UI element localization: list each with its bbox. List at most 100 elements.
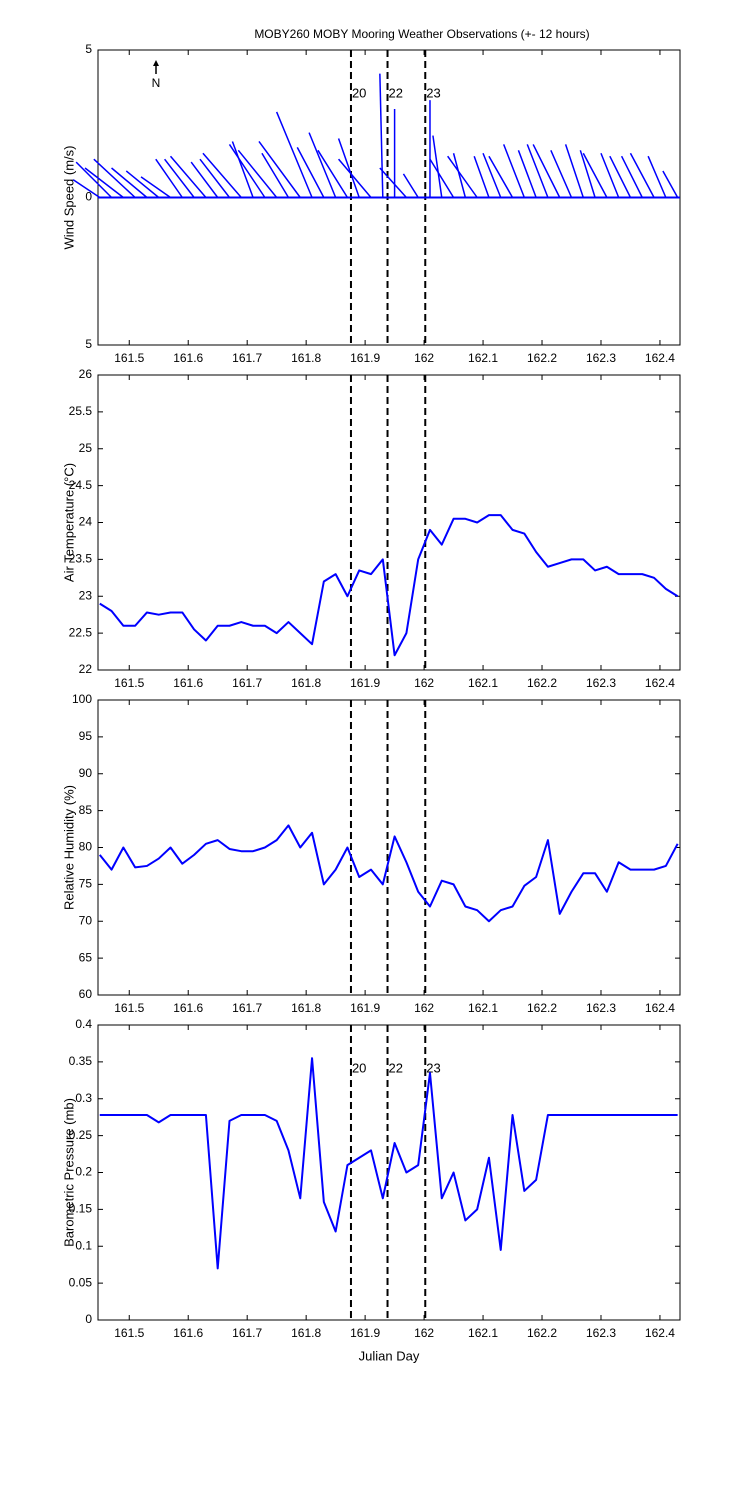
x-tick-label: 161.5: [114, 351, 144, 365]
x-tick-label: 161.6: [173, 1001, 203, 1015]
y-tick-label: 0: [85, 190, 92, 204]
wind-stick: [452, 153, 467, 198]
x-tick-label: 162.2: [527, 676, 557, 690]
y-tick-label: 0.05: [69, 1275, 93, 1289]
y-tick-label: 0.35: [69, 1054, 93, 1068]
north-label: N: [152, 76, 161, 90]
wind-stick: [582, 152, 608, 198]
wind-stick: [609, 155, 632, 198]
wind-stick: [228, 143, 266, 198]
x-axis-label: Julian Day: [359, 1348, 420, 1363]
y-tick-label: 25.5: [69, 404, 93, 418]
y-axis-label: Air Temperature (°C): [61, 463, 76, 582]
x-tick-label: 162.3: [586, 676, 616, 690]
wind-stick: [447, 155, 478, 198]
event-label: 20: [352, 1060, 366, 1075]
x-tick-label: 161.6: [173, 1326, 203, 1340]
data-line: [99, 1057, 678, 1270]
data-line: [99, 514, 679, 657]
x-tick-label: 162.3: [586, 351, 616, 365]
y-tick-label: 85: [79, 803, 93, 817]
y-tick-label: 75: [79, 877, 93, 891]
x-tick-label: 162.1: [468, 1326, 498, 1340]
x-tick-label: 162: [414, 351, 434, 365]
wind-stick: [125, 170, 160, 199]
y-tick-label: 5: [85, 337, 92, 351]
wind-stick: [402, 173, 419, 198]
x-tick-label: 162.2: [527, 1326, 557, 1340]
y-tick-label: 26: [79, 367, 93, 381]
wind-stick: [564, 144, 585, 198]
wind-stick: [258, 141, 301, 198]
wind-stick: [532, 144, 561, 198]
y-tick-label: 23.5: [69, 552, 93, 566]
y-tick-label: 22.5: [69, 625, 93, 639]
chart-title: MOBY260 MOBY Mooring Weather Observation…: [254, 27, 589, 41]
wind-stick: [111, 167, 148, 199]
wind-stick: [308, 132, 337, 198]
wind-stick: [164, 158, 195, 198]
y-tick-label: 0.4: [75, 1017, 92, 1031]
x-tick-label: 162.2: [527, 1001, 557, 1015]
wind-stick: [488, 155, 514, 198]
x-tick-label: 162: [414, 1001, 434, 1015]
wind-stick: [647, 155, 667, 198]
x-tick-label: 162.1: [468, 351, 498, 365]
wind-stick: [202, 152, 242, 198]
x-tick-label: 161.6: [173, 351, 203, 365]
y-tick-label: 0.15: [69, 1202, 93, 1216]
y-tick-label: 22: [79, 662, 93, 676]
x-tick-label: 161.9: [350, 1326, 380, 1340]
wind-stick: [337, 138, 360, 198]
y-tick-label: 90: [79, 766, 93, 780]
x-tick-label: 161.9: [350, 676, 380, 690]
y-tick-label: 60: [79, 987, 93, 1001]
wind-stick: [429, 158, 455, 198]
event-label: 23: [426, 1060, 440, 1075]
x-tick-label: 161.8: [291, 1326, 321, 1340]
wind-stick: [93, 158, 136, 199]
wind-stick: [296, 146, 325, 198]
wind-stick: [379, 73, 384, 198]
x-tick-label: 161.7: [232, 1326, 262, 1340]
event-label: 20: [352, 85, 366, 100]
wind-stick: [620, 155, 643, 198]
y-tick-label: 95: [79, 729, 93, 743]
event-label: 22: [389, 85, 403, 100]
x-tick-label: 162.1: [468, 676, 498, 690]
x-tick-label: 161.5: [114, 1001, 144, 1015]
y-tick-label: 25: [79, 441, 93, 455]
y-tick-label: 0.2: [75, 1165, 92, 1179]
wind-stick: [517, 150, 537, 198]
x-tick-label: 161.6: [173, 676, 203, 690]
wind-stick: [502, 144, 526, 198]
wind-stick: [75, 161, 113, 199]
y-axis-label: Barometric Pressure (mb): [61, 1098, 76, 1247]
y-axis-label: Relative Humidity (%): [61, 785, 76, 910]
y-tick-label: 0: [85, 1312, 92, 1326]
y-tick-label: 5: [85, 42, 92, 56]
x-tick-label: 162.4: [645, 1326, 675, 1340]
north-arrowhead: [153, 60, 159, 66]
x-tick-label: 162.1: [468, 1001, 498, 1015]
wind-stick: [550, 149, 573, 198]
wind-stick: [629, 152, 655, 198]
y-tick-label: 65: [79, 950, 93, 964]
event-label: 23: [426, 85, 440, 100]
y-tick-label: 80: [79, 840, 93, 854]
wind-stick: [72, 179, 101, 199]
x-tick-label: 162.4: [645, 1001, 675, 1015]
x-tick-label: 162: [414, 676, 434, 690]
x-tick-label: 162.2: [527, 351, 557, 365]
y-tick-label: 0.25: [69, 1128, 93, 1142]
x-tick-label: 161.8: [291, 676, 321, 690]
x-tick-label: 161.9: [350, 351, 380, 365]
x-tick-label: 161.5: [114, 1326, 144, 1340]
y-tick-label: 0.3: [75, 1091, 92, 1105]
wind-stick: [317, 149, 349, 198]
y-tick-label: 24: [79, 515, 93, 529]
wind-stick: [169, 155, 207, 198]
data-line: [98, 824, 679, 923]
wind-stick: [237, 149, 278, 198]
